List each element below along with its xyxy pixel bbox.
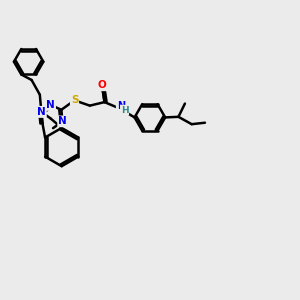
- Text: O: O: [98, 80, 106, 90]
- Text: N: N: [37, 107, 46, 117]
- Text: N: N: [46, 100, 55, 110]
- Text: S: S: [71, 95, 78, 105]
- Text: H: H: [121, 106, 128, 115]
- Text: N: N: [117, 100, 125, 111]
- Text: N: N: [58, 116, 67, 126]
- Text: N: N: [37, 107, 46, 117]
